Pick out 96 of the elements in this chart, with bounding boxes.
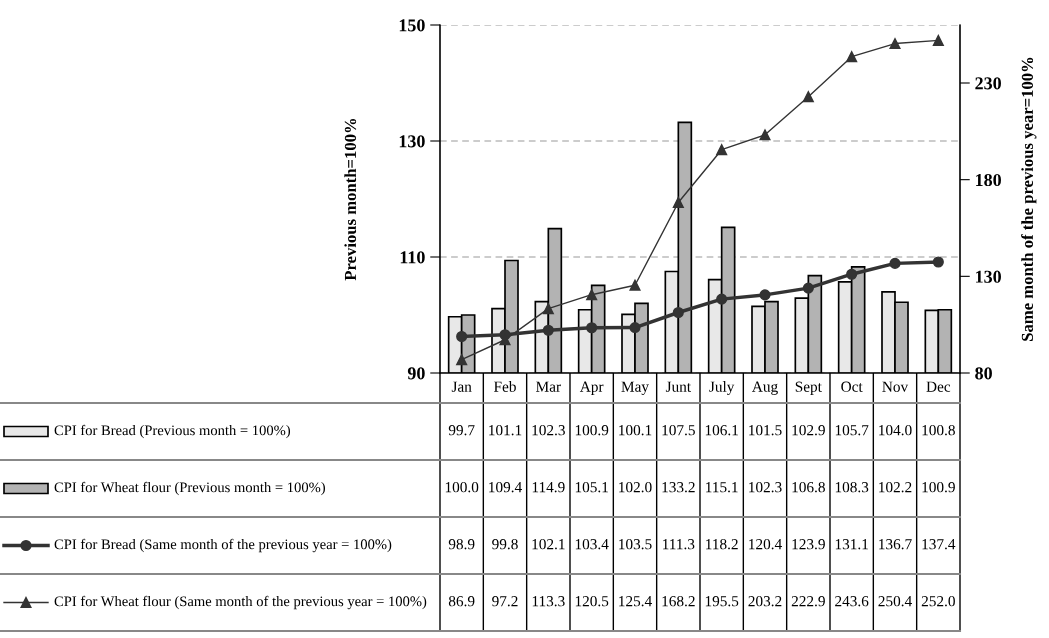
x-tick-label: Junt [665,381,691,392]
data-label: 107.5 [662,425,695,436]
legend-label: CPI for Wheat flour (Same month of the previous year = 100%) [54,595,427,610]
x-tick-label: Oct [841,381,863,392]
data-label: 101.1 [489,425,522,436]
data-label: 123.9 [792,539,825,550]
point [586,322,598,334]
point [846,268,858,280]
x-tick-label: Dec [926,381,951,392]
y2-tick-label: 80 [975,367,992,380]
y-tick-label: 130 [399,135,425,148]
y-tick-label: 110 [400,251,425,264]
data-label: 252.0 [921,596,955,607]
point [586,289,598,301]
point [629,279,641,291]
point [456,354,468,366]
y2-axis-title: Same month of the previous year=100% [1021,57,1037,341]
data-label: 195.5 [705,596,739,607]
y2-tick-label: 180 [976,173,1001,187]
data-label: 106.1 [705,425,738,436]
point [542,303,554,315]
data-label: 111.3 [663,539,695,550]
data-label: 100.1 [619,425,652,436]
data-label: 99.7 [448,425,475,436]
y2-tick-label: 230 [975,77,1001,90]
data-label: 99.8 [492,539,518,550]
data-label: 203.2 [748,596,782,607]
data-label: 100.9 [575,425,609,436]
data-label: 100.9 [922,482,955,493]
point [802,282,814,294]
y2-tick-label: 130 [976,270,1001,283]
data-label: 100.8 [922,425,955,436]
data-label: 102.9 [792,425,825,436]
data-label: 102.3 [532,425,565,436]
y-tick-label: 90 [407,367,425,380]
data-label: 86.9 [448,596,475,607]
data-label: 104.0 [879,425,912,436]
x-tick-label: May [621,381,649,395]
data-label: 115.1 [706,482,738,493]
x-tick-label: Aug [751,381,778,395]
point [759,289,771,301]
point [889,257,901,269]
data-label: 103.4 [575,539,609,550]
y-tick-label: 150 [399,19,425,32]
data-label: 222.9 [791,596,825,607]
point [542,324,554,336]
data-label: 100.0 [445,482,479,493]
point [716,293,728,305]
x-tick-label: July [709,381,735,395]
point [716,144,728,156]
data-label: 108.3 [835,482,869,493]
data-label: 120.4 [749,539,782,550]
data-label: 243.6 [835,596,869,607]
data-label: 102.2 [879,482,912,493]
point [456,330,468,343]
legend-label: CPI for Bread (Previous month = 100%) [54,424,291,439]
data-label: 105.7 [835,425,869,436]
legend-label: CPI for Wheat flour (Previous month = 100%) [54,481,325,496]
point [672,196,684,209]
x-tick-label: Apr [579,381,604,395]
data-label: 250.4 [878,596,912,607]
data-label: 102.0 [619,482,652,493]
data-label: 131.1 [835,539,868,550]
data-label: 102.3 [749,482,782,493]
point [889,38,901,50]
x-tick-label: Jan [451,381,472,392]
point [932,256,944,268]
data-label: 106.8 [792,482,825,493]
data-label: 133.2 [662,482,695,493]
x-tick-label: Mar [536,381,561,392]
data-label: 102.1 [532,539,565,550]
data-label: 137.4 [922,539,956,550]
point [672,306,684,319]
data-label: 120.5 [575,596,609,607]
data-label: 114.9 [532,482,565,493]
x-tick-label: Feb [493,381,516,392]
y-axis-title: Previous month=100% [344,118,357,281]
data-label: 103.5 [619,539,652,550]
x-tick-label: Sept [795,381,822,395]
point [846,51,858,63]
data-label: 118.2 [706,539,738,550]
data-label: 125.4 [619,596,652,607]
data-label: 98.9 [448,539,475,550]
point [802,91,814,103]
data-label: 136.7 [879,539,912,550]
data-label: 109.4 [489,482,522,493]
data-label: 168.2 [662,596,695,607]
data-label: 113.3 [532,596,565,607]
point [629,322,641,334]
data-label: 101.5 [749,425,782,436]
legend-label: CPI for Bread (Same month of the previous year = 100%) [54,538,392,553]
point [932,34,944,47]
data-label: 97.2 [492,596,518,607]
x-tick-label: Nov [882,381,909,392]
point [759,129,771,141]
data-label: 105.1 [575,482,608,493]
